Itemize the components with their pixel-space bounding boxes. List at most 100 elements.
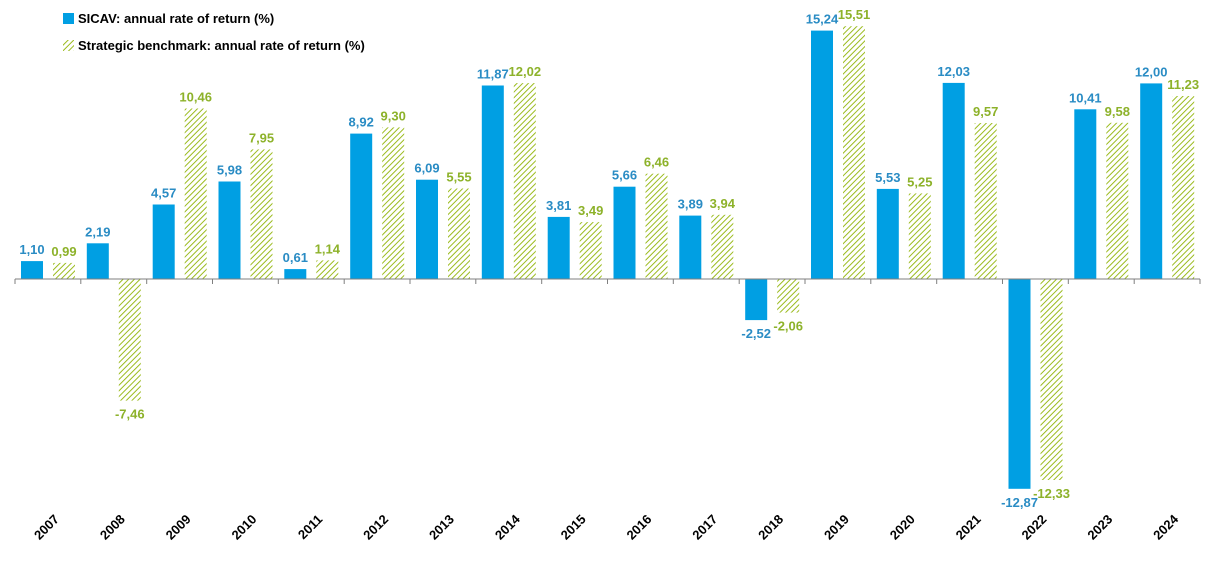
data-label-benchmark-2016: 6,46	[644, 155, 669, 170]
data-label-benchmark-2024: 11,23	[1167, 77, 1199, 92]
bar-sicav-2012	[350, 133, 373, 279]
data-label-benchmark-2021: 9,57	[973, 104, 998, 119]
data-label-sicav-2009: 4,57	[151, 186, 176, 201]
bar-sicav-2019	[811, 30, 833, 279]
bar-benchmark-2008	[118, 279, 141, 401]
x-tick-label-2024: 2024	[1150, 511, 1182, 543]
x-tick-label-2023: 2023	[1084, 512, 1115, 543]
bar-benchmark-2014	[513, 83, 536, 279]
bar-benchmark-2024	[1172, 96, 1195, 279]
bar-sicav-2017	[679, 215, 702, 279]
bar-sicav-2020	[876, 188, 899, 279]
bar-benchmark-2022	[1040, 279, 1063, 480]
x-tick-label-2014: 2014	[492, 511, 524, 543]
data-label-sicav-2022: -12,87	[1001, 495, 1038, 510]
data-label-sicav-2013: 6,09	[414, 161, 439, 176]
bar-benchmark-2017	[711, 214, 734, 279]
bar-benchmark-2023	[1106, 122, 1129, 279]
data-label-benchmark-2012: 9,30	[381, 108, 406, 123]
x-tick-label-2022: 2022	[1018, 512, 1049, 543]
bar-benchmark-2016	[645, 173, 668, 279]
x-tick-label-2013: 2013	[426, 512, 457, 543]
bar-benchmark-2019	[843, 26, 865, 280]
data-labels-layer: 1,10 0,99 2,19 -7,46 4,57 10,46 5,98 7,95 0,61 1,…	[19, 7, 1199, 510]
bar-sicav-2016	[613, 186, 636, 279]
x-tick-label-2009: 2009	[163, 512, 194, 543]
data-label-sicav-2021: 12,03	[937, 64, 970, 79]
data-label-benchmark-2014: 12,02	[509, 64, 542, 79]
data-label-sicav-2017: 3,89	[678, 197, 703, 212]
legend-swatch-benchmark	[63, 40, 74, 51]
x-tick-label-2021: 2021	[953, 512, 984, 543]
data-label-sicav-2019: 15,24	[806, 12, 839, 27]
legend-swatch-sicav	[63, 13, 74, 24]
data-label-benchmark-2013: 5,55	[446, 170, 471, 185]
data-label-benchmark-2023: 9,58	[1105, 104, 1130, 119]
data-label-sicav-2007: 1,10	[19, 242, 44, 257]
data-label-sicav-2018: -2,52	[741, 326, 771, 341]
bar-benchmark-2020	[908, 193, 931, 279]
data-label-sicav-2016: 5,66	[612, 168, 637, 183]
bar-benchmark-2015	[579, 222, 602, 279]
bar-sicav-2009	[152, 204, 175, 279]
bar-sicav-2024	[1140, 83, 1163, 280]
bar-sicav-2018	[745, 279, 768, 321]
data-label-benchmark-2011: 1,14	[315, 241, 341, 256]
x-tick-label-2012: 2012	[360, 512, 391, 543]
x-tick-labels: 2007 2008 2009 2010 2011 2012 2013 2014 2015 2016…	[31, 511, 1182, 543]
bar-sicav-2008	[86, 243, 109, 279]
bar-benchmark-2013	[448, 188, 470, 279]
legend-label-sicav: SICAV: annual rate of return (%)	[78, 11, 274, 26]
bar-benchmark-2012	[382, 127, 405, 280]
data-label-benchmark-2019: 15,51	[838, 7, 871, 22]
data-label-sicav-2008: 2,19	[85, 224, 110, 239]
data-label-sicav-2015: 3,81	[546, 198, 571, 213]
data-label-sicav-2023: 10,41	[1069, 90, 1102, 105]
x-tick-label-2010: 2010	[228, 512, 259, 543]
bar-benchmark-2007	[53, 262, 75, 279]
x-tick-label-2007: 2007	[31, 512, 62, 543]
data-label-benchmark-2010: 7,95	[249, 130, 274, 145]
legend-label-benchmark: Strategic benchmark: annual rate of retu…	[78, 38, 365, 53]
x-tick-label-2015: 2015	[558, 512, 589, 543]
bar-sicav-2023	[1074, 109, 1097, 279]
legend: SICAV: annual rate of return (%) Strateg…	[63, 11, 365, 53]
x-tick-label-2017: 2017	[689, 512, 720, 543]
bar-benchmark-2011	[316, 260, 339, 279]
data-label-benchmark-2015: 3,49	[578, 203, 603, 218]
data-label-benchmark-2007: 0,99	[51, 244, 76, 259]
data-label-sicav-2020: 5,53	[875, 170, 900, 185]
x-tick-label-2016: 2016	[623, 512, 654, 543]
data-label-benchmark-2018: -2,06	[773, 319, 803, 334]
x-tick-label-2011: 2011	[295, 512, 326, 543]
data-label-sicav-2011: 0,61	[283, 250, 308, 265]
data-label-benchmark-2020: 5,25	[907, 174, 932, 189]
legend-item-benchmark: Strategic benchmark: annual rate of retu…	[63, 38, 365, 53]
bar-benchmark-2009	[184, 108, 207, 279]
bar-benchmark-2018	[777, 279, 800, 313]
data-label-benchmark-2017: 3,94	[710, 196, 736, 211]
bar-sicav-2015	[547, 216, 570, 279]
data-label-sicav-2024: 12,00	[1135, 64, 1168, 79]
x-tick-label-2008: 2008	[97, 512, 128, 543]
bar-sicav-2021	[942, 82, 965, 280]
legend-item-sicav: SICAV: annual rate of return (%)	[63, 11, 274, 26]
bar-benchmark-2010	[250, 149, 273, 279]
bar-sicav-2007	[21, 261, 43, 279]
bar-sicav-2013	[416, 179, 438, 279]
bars-layer	[21, 26, 1195, 489]
x-tick-label-2019: 2019	[821, 512, 852, 543]
bar-sicav-2022	[1008, 279, 1031, 489]
data-label-benchmark-2022: -12,33	[1033, 486, 1070, 501]
x-tick-label-2020: 2020	[887, 512, 918, 543]
bar-benchmark-2021	[974, 123, 997, 279]
data-label-sicav-2010: 5,98	[217, 163, 242, 178]
data-label-sicav-2012: 8,92	[349, 115, 374, 130]
bar-sicav-2011	[284, 269, 307, 279]
bar-sicav-2014	[481, 85, 504, 279]
bar-sicav-2010	[218, 181, 241, 279]
data-label-sicav-2014: 11,87	[477, 67, 509, 82]
data-label-benchmark-2009: 10,46	[179, 90, 212, 105]
